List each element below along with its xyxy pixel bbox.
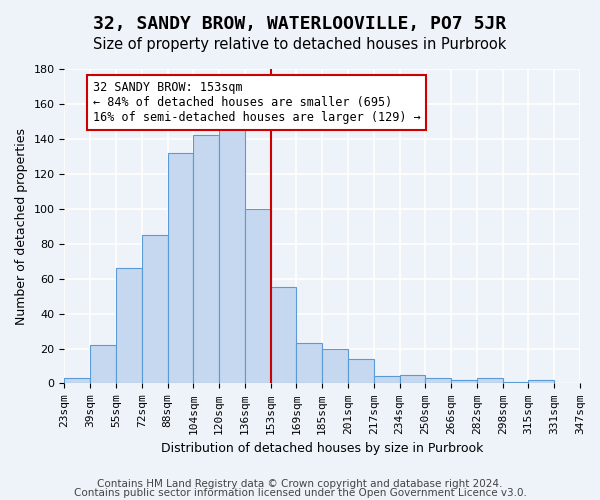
Bar bbox=[142, 235, 167, 384]
Bar bbox=[503, 382, 529, 384]
Bar bbox=[529, 380, 554, 384]
Bar bbox=[271, 288, 296, 384]
Bar bbox=[348, 359, 374, 384]
Bar bbox=[400, 374, 425, 384]
Bar bbox=[245, 209, 271, 384]
Bar bbox=[90, 345, 116, 384]
Bar bbox=[322, 348, 348, 384]
Bar bbox=[64, 378, 90, 384]
Bar bbox=[219, 123, 245, 384]
Bar bbox=[193, 136, 219, 384]
Bar bbox=[167, 153, 193, 384]
Text: 32, SANDY BROW, WATERLOOVILLE, PO7 5JR: 32, SANDY BROW, WATERLOOVILLE, PO7 5JR bbox=[94, 15, 506, 33]
Bar bbox=[425, 378, 451, 384]
Y-axis label: Number of detached properties: Number of detached properties bbox=[15, 128, 28, 324]
Bar bbox=[451, 380, 477, 384]
Bar bbox=[296, 344, 322, 384]
Bar bbox=[477, 378, 503, 384]
Bar bbox=[116, 268, 142, 384]
Text: Contains public sector information licensed under the Open Government Licence v3: Contains public sector information licen… bbox=[74, 488, 526, 498]
Text: Size of property relative to detached houses in Purbrook: Size of property relative to detached ho… bbox=[94, 38, 506, 52]
Bar bbox=[374, 376, 400, 384]
Text: Contains HM Land Registry data © Crown copyright and database right 2024.: Contains HM Land Registry data © Crown c… bbox=[97, 479, 503, 489]
Text: 32 SANDY BROW: 153sqm
← 84% of detached houses are smaller (695)
16% of semi-det: 32 SANDY BROW: 153sqm ← 84% of detached … bbox=[93, 81, 421, 124]
X-axis label: Distribution of detached houses by size in Purbrook: Distribution of detached houses by size … bbox=[161, 442, 484, 455]
